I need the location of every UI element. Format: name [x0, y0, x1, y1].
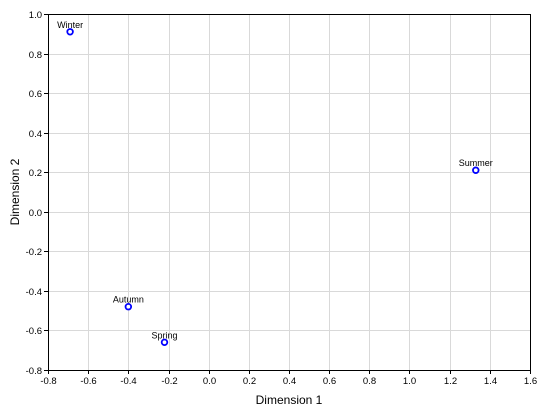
x-tick-label: 0.0 [203, 376, 216, 387]
y-tick-label: -0.2 [26, 247, 42, 258]
x-tick-label: 0.8 [363, 376, 376, 387]
point-label-spring: Spring [151, 330, 177, 340]
y-tick-label: 0.0 [29, 208, 42, 219]
x-tick-label: -0.4 [120, 376, 136, 387]
y-tick-label: 0.2 [29, 168, 42, 179]
y-tick-label: 0.6 [29, 89, 42, 100]
x-axis-title: Dimension 1 [256, 393, 323, 407]
x-tick-label: 0.2 [243, 376, 256, 387]
point-label-autumn: Autumn [113, 295, 144, 305]
x-tick-label: 1.2 [444, 376, 457, 387]
data-point-spring [160, 338, 169, 347]
x-tick-label: 0.6 [323, 376, 336, 387]
x-tick-label: -0.6 [80, 376, 96, 387]
y-axis-title: Dimension 2 [8, 158, 22, 225]
y-tick-label: 0.8 [29, 50, 42, 61]
data-points: Winter Summer Autumn Spring [57, 20, 493, 347]
point-label-summer: Summer [459, 158, 493, 168]
x-tick-label: -0.8 [40, 376, 56, 387]
y-tick-label: 1.0 [29, 10, 42, 21]
x-axis: -0.8 -0.6 -0.4 -0.2 0.0 0.2 0.4 0.6 0.8 1.0 1.2 1.4… [40, 370, 537, 387]
y-tick-label: -0.6 [26, 326, 42, 337]
y-tick-label: 0.4 [29, 129, 42, 140]
y-tick-label: -0.4 [26, 287, 42, 298]
x-tick-label: 1.0 [403, 376, 416, 387]
x-tick-label: 1.6 [524, 376, 537, 387]
y-axis: -0.8 -0.6 -0.4 -0.2 0.0 0.2 0.4 0.6 0.8 1.0 [26, 10, 48, 377]
data-point-autumn [124, 303, 133, 311]
grid [48, 14, 530, 370]
y-tick-label: -0.8 [26, 366, 42, 377]
point-label-winter: Winter [57, 20, 83, 30]
x-tick-label: 1.4 [484, 376, 497, 387]
x-tick-label: -0.2 [161, 376, 177, 387]
x-tick-label: 0.4 [283, 376, 296, 387]
data-point-winter [66, 28, 74, 36]
data-point-summer [472, 166, 480, 174]
